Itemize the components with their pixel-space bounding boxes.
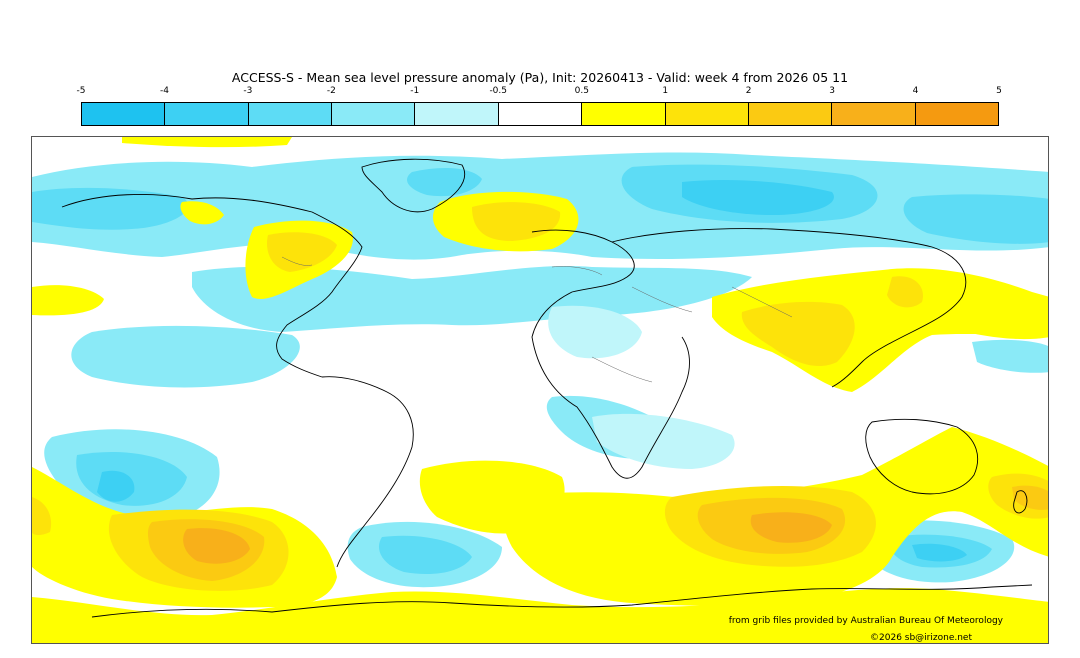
colorbar-segment: [332, 103, 416, 125]
colorbar-tick: 5: [996, 86, 1002, 96]
colorbar-tick: -5: [76, 86, 86, 96]
negative-anomaly-south: [44, 413, 1015, 588]
colorbar-tick: 2: [745, 86, 752, 96]
positive-anomaly-south: [32, 427, 1048, 643]
colorbar-segment: [582, 103, 666, 125]
copyright-notice: ©2026 sb@irizone.net: [870, 633, 972, 643]
colorbar-tick: 4: [912, 86, 919, 96]
colorbar-segment: [665, 103, 749, 125]
data-credit: from grib files provided by Australian B…: [728, 616, 1003, 626]
colorbar-segment: [915, 103, 998, 125]
colorbar-ticks: -5 -4 -3 -2 -1 -0.5 0.5 1 2 3 4 5: [77, 86, 1002, 98]
colorbar-tick: 1: [662, 86, 669, 96]
colorbar-tick: 3: [829, 86, 835, 96]
colorbar-segment: [748, 103, 833, 125]
colorbar-segment: [248, 103, 333, 125]
colorbar-segment: [498, 103, 583, 125]
continent-outlines: [61, 158, 1033, 618]
colorbar: [81, 102, 999, 126]
map-title: ACCESS-S - Mean sea level pressure anoma…: [231, 70, 849, 85]
colorbar-tick: -2: [326, 86, 336, 96]
colorbar-tick: -0.5: [489, 86, 507, 96]
colorbar-segment: [415, 103, 499, 125]
colorbar-tick: -1: [410, 86, 420, 96]
colorbar-segment: [165, 103, 249, 125]
colorbar-segment: [832, 103, 916, 125]
colorbar-segment: [82, 103, 166, 125]
colorbar-tick: -3: [243, 86, 253, 96]
colorbar-tick: -4: [159, 86, 169, 96]
coastline-details: [281, 256, 793, 383]
colorbar-tick: 0.5: [574, 86, 589, 96]
anomaly-map: [31, 136, 1049, 644]
negative-anomaly-midlat: [71, 265, 1048, 459]
